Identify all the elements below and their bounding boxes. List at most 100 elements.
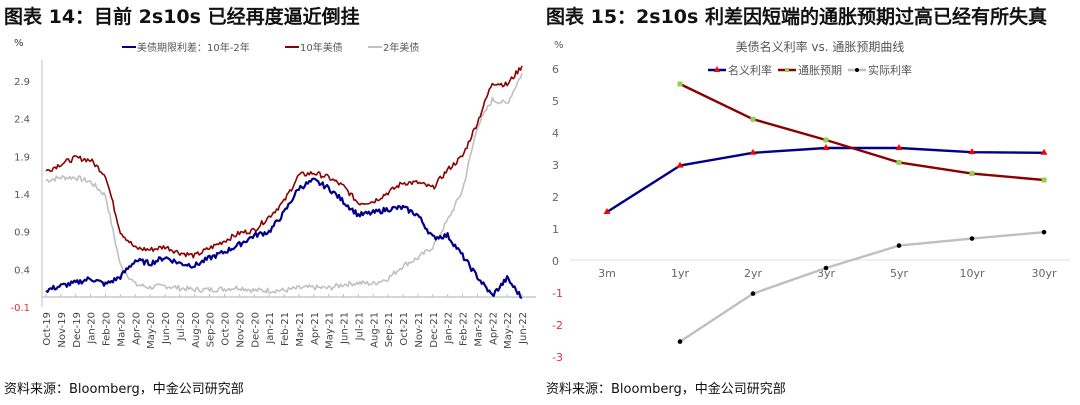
- right-series-line-2: [679, 230, 1045, 343]
- triangle-marker: [676, 161, 684, 168]
- left-x-tick-label: Dec-20: [250, 312, 261, 348]
- right-y-tick-label: 2: [552, 191, 559, 204]
- square-marker: [1041, 177, 1047, 183]
- left-x-tick-label: Aug-21: [369, 312, 380, 348]
- right-unit-label: %: [554, 40, 564, 51]
- left-x-tick-label: Apr-22: [488, 312, 499, 345]
- svg-text:10年美债: 10年美债: [300, 41, 343, 54]
- circle-marker: [1041, 229, 1047, 235]
- left-x-tick-label: Mar-22: [473, 312, 484, 347]
- left-x-tick-label: Jun-20: [161, 312, 172, 345]
- triangle-marker: [895, 144, 903, 150]
- right-source-note: 资料来源：Bloomberg，中金公司研究部: [546, 382, 786, 397]
- left-x-tick-label: Feb-21: [280, 312, 291, 346]
- square-marker: [969, 171, 975, 177]
- left-x-tick-label: Jun-21: [340, 312, 351, 345]
- left-y-tick-label: 0.9: [14, 228, 30, 239]
- left-unit-label: %: [14, 38, 24, 49]
- left-series-line-2: [45, 73, 523, 294]
- right-x-tick-label: 3m: [598, 267, 616, 280]
- svg-text:美债期限利差：10年-2年: 美债期限利差：10年-2年: [137, 41, 250, 54]
- left-legend-item-1: 10年美债: [285, 41, 343, 54]
- left-y-tick-label: -0.1: [10, 303, 30, 314]
- triangle-marker: [1040, 148, 1048, 155]
- circle-marker: [677, 339, 683, 344]
- circle-marker: [896, 243, 902, 248]
- left-x-tick-label: Jan-21: [265, 312, 276, 345]
- left-x-tick-label: Nov-19: [57, 312, 68, 348]
- left-x-tick-label: Mar-21: [295, 312, 306, 347]
- triangle-marker: [968, 148, 976, 155]
- square-marker: [677, 81, 683, 87]
- left-x-tick-label: Mar-20: [116, 312, 127, 347]
- left-x-tick-label: Dec-21: [429, 312, 440, 348]
- svg-text:2年美债: 2年美债: [383, 41, 419, 54]
- right-legend-item-0: 名义利率: [708, 63, 772, 77]
- right-x-tick-label: 5yr: [890, 267, 909, 280]
- left-line-chart: % 美债期限利差：10年-2年 10年美债 2年美债 -0.1 0.4 0.9 1.4 1.9 2…: [10, 38, 536, 349]
- right-x-tick-label: 2yr: [744, 267, 763, 280]
- right-chart-title: 美债名义利率 vs. 通胀预期曲线: [736, 39, 905, 54]
- left-source-note: 资料来源：Bloomberg，中金公司研究部: [4, 382, 244, 397]
- square-marker: [750, 116, 756, 122]
- left-x-tick-label: May-21: [325, 312, 336, 349]
- circle-marker: [750, 291, 756, 296]
- svg-text:通胀预期: 通胀预期: [798, 64, 842, 77]
- left-x-tick-label: May-22: [503, 312, 514, 349]
- triangle-marker: [749, 148, 757, 155]
- left-x-tick-label: Apr-20: [131, 312, 142, 345]
- right-x-tick-label: 1yr: [671, 267, 690, 280]
- left-series-line-1: [45, 65, 523, 259]
- left-x-tick-label: May-20: [146, 312, 157, 349]
- left-legend-item-0: 美债期限利差：10年-2年: [122, 41, 250, 54]
- left-x-tick-label: Apr-21: [310, 312, 321, 345]
- right-y-tick-label: -1: [552, 287, 563, 300]
- right-y-tick-label: 6: [552, 63, 559, 76]
- svg-text:名义利率: 名义利率: [728, 63, 772, 77]
- left-y-tick-label: 0.4: [14, 265, 30, 276]
- left-x-tick-label: Aug-20: [191, 312, 202, 348]
- left-y-tick-label: 1.9: [14, 152, 30, 163]
- right-y-tick-label: 3: [552, 159, 559, 172]
- left-x-tick-label: Jun-22: [518, 312, 529, 345]
- left-x-tick-label: Feb-20: [102, 312, 113, 346]
- right-y-tick-label: -3: [552, 351, 563, 364]
- left-x-tick-label: Jul-20: [176, 312, 187, 341]
- left-legend-item-2: 2年美债: [368, 41, 419, 54]
- left-y-tick-label: 2.4: [14, 115, 30, 126]
- right-y-tick-label: 1: [552, 223, 559, 236]
- square-marker: [896, 159, 902, 165]
- left-figure-panel: 图表 14：目前 2s10s 已经再度逼近倒挂 % 美债期限利差：10年-2年 10…: [4, 6, 536, 397]
- left-x-tick-label: Feb-22: [459, 312, 470, 346]
- right-figure-title: 图表 15：2s10s 利差因短端的通胀预期过高已经有所失真: [546, 6, 1047, 28]
- left-series-line-0: [45, 177, 523, 300]
- left-x-tick-label: Sep-21: [384, 312, 395, 347]
- left-figure-title: 图表 14：目前 2s10s 已经再度逼近倒挂: [4, 6, 360, 28]
- triangle-marker: [603, 208, 611, 214]
- left-x-tick-label: Oct-20: [221, 312, 232, 346]
- square-marker: [823, 137, 829, 143]
- left-y-tick-label: 1.4: [14, 190, 30, 201]
- circle-marker: [969, 236, 975, 241]
- left-x-tick-label: Nov-21: [414, 312, 425, 348]
- left-x-tick-label: Jan-22: [444, 312, 455, 345]
- right-figure-panel: 图表 15：2s10s 利差因短端的通胀预期过高已经有所失真 % 美债名义利率 v…: [540, 0, 1080, 405]
- left-x-tick-label: Nov-20: [235, 312, 246, 348]
- right-y-tick-label: 4: [552, 127, 559, 140]
- right-y-tick-label: 0: [552, 255, 559, 268]
- right-y-tick-label: 5: [552, 95, 559, 108]
- right-x-tick-label: 10yr: [959, 267, 985, 280]
- right-legend-item-2: 实际利率: [848, 63, 912, 77]
- right-x-tick-label: 30yr: [1031, 267, 1057, 280]
- right-series-line-0: [606, 146, 1045, 214]
- left-x-tick-label: Jan-20: [87, 312, 98, 345]
- right-series-line-1: [679, 82, 1045, 182]
- left-y-tick-label: 2.9: [14, 77, 30, 88]
- left-x-tick-label: Oct-21: [399, 312, 410, 346]
- right-y-tick-label: -2: [552, 319, 563, 332]
- svg-text:实际利率: 实际利率: [868, 63, 912, 77]
- left-x-tick-label: Oct-19: [42, 312, 53, 346]
- triangle-marker: [822, 144, 830, 150]
- left-x-tick-label: Jul-21: [354, 312, 365, 341]
